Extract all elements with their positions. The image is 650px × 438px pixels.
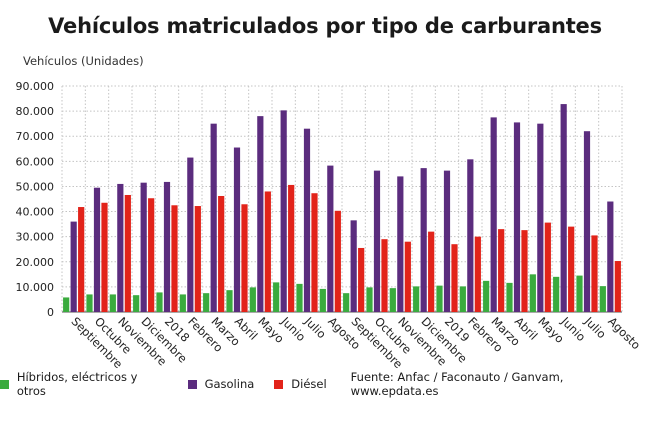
bar-2-4	[171, 205, 178, 312]
bar-0-14	[389, 288, 396, 312]
bar-0-4	[156, 292, 163, 312]
bar-2-7	[241, 204, 248, 312]
bar-2-2	[124, 194, 131, 312]
source-note: Fuente: Anfac / Faconauto / Ganvam, www.…	[350, 370, 564, 398]
bar-0-5	[179, 294, 186, 312]
bar-1-4	[163, 181, 171, 312]
bar-2-6	[218, 195, 225, 312]
bar-2-23	[614, 261, 621, 312]
x-tick-label: Mayo	[535, 314, 567, 346]
bar-1-20	[537, 123, 544, 313]
bar-1-9	[280, 110, 287, 312]
bar-0-0	[63, 297, 70, 312]
bar-0-10	[296, 283, 303, 312]
y-tick-label: 80.000	[16, 105, 55, 118]
bar-0-6	[203, 293, 210, 312]
bar-1-15	[420, 168, 427, 312]
bar-1-11	[327, 165, 334, 312]
x-tick-label: Agosto	[605, 314, 643, 352]
y-tick-label: 30.000	[16, 231, 55, 244]
bar-0-7	[226, 290, 233, 312]
bar-2-11	[334, 210, 341, 312]
bar-0-8	[249, 287, 256, 312]
legend-item-gasolina: Gasolina	[187, 377, 255, 391]
legend-swatch-hibridos	[0, 379, 9, 389]
bar-1-1	[93, 187, 101, 312]
bar-0-20	[529, 274, 536, 312]
bar-0-12	[343, 293, 350, 312]
bar-2-9	[288, 184, 295, 312]
bar-1-2	[117, 183, 124, 312]
bar-1-10	[303, 128, 311, 312]
legend-swatch-gasolina	[187, 379, 197, 389]
legend: Híbridos, eléctricos y otros Gasolina Di…	[0, 370, 650, 398]
bar-0-1	[86, 294, 93, 312]
x-tick-label: Mayo	[255, 314, 287, 346]
bar-1-22	[583, 131, 591, 312]
bar-2-12	[358, 247, 365, 312]
bar-1-13	[373, 170, 381, 312]
bar-2-14	[404, 241, 411, 312]
y-tick-label: 90.000	[16, 80, 55, 93]
y-tick-label: 60.000	[16, 155, 55, 168]
bar-0-18	[483, 280, 490, 312]
bar-0-13	[366, 287, 373, 312]
bar-2-18	[498, 229, 505, 312]
bar-0-3	[133, 295, 140, 312]
bar-1-19	[513, 122, 521, 313]
bar-2-8	[264, 191, 271, 312]
bar-1-8	[257, 116, 264, 312]
bar-0-22	[576, 275, 583, 312]
bar-2-1	[101, 202, 108, 312]
y-tick-label: 40.000	[16, 206, 55, 219]
bar-1-7	[233, 147, 241, 312]
bar-0-2	[109, 294, 116, 312]
legend-label-gasolina: Gasolina	[204, 377, 255, 391]
bar-0-9	[273, 282, 280, 312]
bar-1-12	[350, 220, 357, 312]
bar-2-5	[194, 206, 201, 312]
bar-2-17	[474, 236, 481, 312]
bar-2-22	[591, 235, 598, 312]
bar-1-6	[210, 123, 217, 313]
legend-item-hibridos: Híbridos, eléctricos y otros	[0, 370, 168, 398]
legend-label-hibridos: Híbridos, eléctricos y otros	[16, 370, 138, 398]
legend-label-diesel: Diésel	[291, 377, 327, 391]
y-tick-label: 50.000	[16, 180, 55, 193]
bar-0-11	[319, 288, 326, 312]
bar-0-19	[506, 282, 513, 312]
chart-title: Vehículos matriculados por tipo de carbu…	[48, 14, 602, 38]
bar-2-10	[311, 193, 318, 312]
bar-1-21	[560, 104, 567, 312]
bar-2-13	[381, 239, 388, 312]
y-tick-label: 20.000	[16, 256, 55, 269]
bar-1-14	[397, 176, 404, 312]
bar-1-0	[70, 221, 77, 312]
y-tick-label: 0	[47, 306, 54, 319]
legend-swatch-diesel	[274, 379, 284, 389]
bar-1-5	[187, 157, 194, 312]
bar-2-15	[428, 231, 435, 312]
bar-0-17	[459, 286, 466, 312]
bar-2-20	[544, 222, 551, 312]
bar-2-0	[78, 207, 85, 312]
bar-2-16	[451, 244, 458, 312]
bar-2-21	[568, 226, 575, 312]
bar-1-18	[490, 117, 497, 312]
bar-1-16	[443, 170, 451, 312]
bar-1-17	[467, 159, 474, 312]
bar-0-15	[413, 286, 420, 312]
bar-2-19	[521, 230, 528, 312]
bar-0-23	[599, 286, 606, 312]
y-tick-label: 70.000	[16, 130, 55, 143]
legend-item-diesel: Diésel	[274, 377, 327, 391]
bar-0-16	[436, 285, 443, 312]
bar-1-3	[140, 182, 147, 312]
y-axis-label: Vehículos (Unidades)	[23, 54, 144, 68]
y-tick-label: 10.000	[16, 281, 55, 294]
bar-1-23	[607, 201, 614, 312]
bar-0-21	[553, 276, 560, 312]
bar-2-3	[148, 198, 155, 312]
